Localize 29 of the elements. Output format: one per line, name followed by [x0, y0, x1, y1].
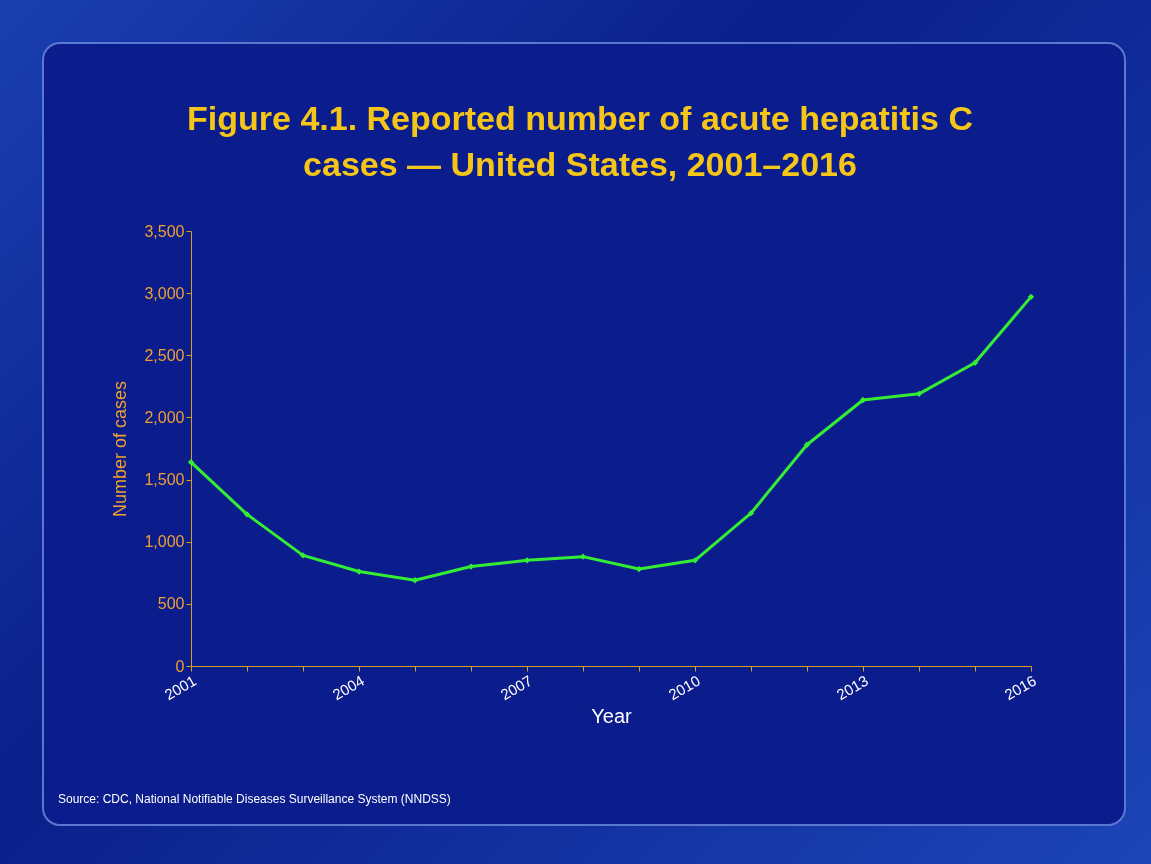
y-tick-label: 1,000: [144, 533, 185, 551]
point: [355, 568, 363, 575]
x-tick-label: 2004: [329, 671, 367, 704]
y-tick-label: 2,500: [144, 346, 185, 364]
y-tick-label: 2,000: [144, 408, 185, 426]
x-tick-label: 2013: [833, 671, 871, 704]
point: [691, 557, 699, 564]
y-tick-label: 1,500: [144, 471, 185, 489]
x-axis-title: Year: [591, 705, 633, 728]
point: [971, 359, 979, 366]
x-tick-label: 2010: [665, 671, 703, 704]
y-axis-title: Number of cases: [110, 380, 131, 518]
point: [1027, 293, 1035, 301]
x-tick-label: 2007: [497, 671, 535, 704]
y-tick-label: 500: [157, 595, 185, 613]
chart-title: Figure 4.1. Reported number of acute hepatitis C cases — United States, 2001–2016: [186, 98, 974, 185]
point: [915, 390, 923, 397]
point: [579, 553, 587, 560]
x-tick-label: 2016: [1001, 671, 1039, 704]
point: [747, 509, 755, 517]
point: [467, 563, 475, 570]
y-tick-label: 3,500: [144, 222, 185, 240]
point: [803, 441, 811, 448]
y-tick-label: 3,000: [144, 284, 185, 302]
point: [243, 511, 251, 518]
point: [187, 459, 195, 466]
point: [411, 577, 419, 584]
source-note: Source: CDC, National Notifiable Diseases Surveillance System (NNDSS): [58, 792, 451, 806]
point: [299, 552, 307, 559]
